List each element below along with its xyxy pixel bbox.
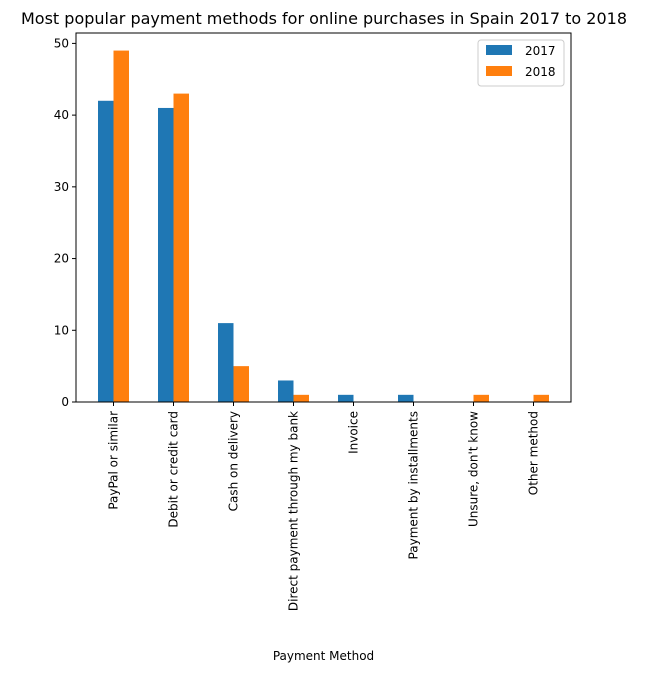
bar-2017-3 (278, 380, 294, 402)
bars-group (98, 50, 549, 402)
bar-2017-5 (398, 394, 414, 402)
x-axis-label: Payment Method (273, 649, 374, 663)
x-tick-label-5: Payment by installments (407, 411, 421, 559)
bar-2017-0 (98, 100, 114, 402)
legend-label-2017: 2017 (525, 44, 556, 58)
y-tick-label-0: 0 (61, 395, 69, 409)
bar-2018-7 (533, 394, 549, 402)
legend-swatch-2017 (486, 45, 512, 55)
bar-2018-0 (113, 50, 129, 402)
x-tick-label-3: Direct payment through my bank (287, 411, 301, 611)
plot-frame (75, 32, 572, 403)
y-tick-label-2: 20 (54, 252, 69, 266)
x-tick-label-2: Cash on delivery (227, 411, 241, 511)
legend-label-2018: 2018 (525, 65, 556, 79)
x-tick-label-0: PayPal or similar (107, 411, 121, 510)
y-tick-label-3: 30 (54, 180, 69, 194)
chart-title: Most popular payment methods for online … (21, 9, 627, 28)
x-axis: PayPal or similar Debit or credit card Cas… (107, 402, 541, 611)
legend: 2017 2018 (477, 39, 565, 87)
bar-2017-4 (338, 394, 354, 402)
bar-2018-2 (233, 366, 249, 402)
x-tick-label-7: Other method (527, 411, 541, 495)
x-tick-label-6: Unsure, don't know (467, 411, 481, 527)
bar-2017-2 (218, 323, 234, 402)
bar-2017-1 (158, 107, 174, 402)
y-tick-label-1: 10 (54, 323, 69, 337)
bar-2018-6 (473, 394, 489, 402)
x-tick-label-4: Invoice (347, 411, 361, 454)
bar-2018-3 (293, 394, 309, 402)
bar-2018-1 (173, 93, 189, 402)
legend-swatch-2018 (486, 66, 512, 76)
y-axis: 0 10 20 30 40 50 (54, 36, 76, 409)
y-tick-label-4: 40 (54, 108, 69, 122)
y-tick-label-5: 50 (54, 36, 69, 50)
x-tick-label-1: Debit or credit card (167, 411, 181, 528)
